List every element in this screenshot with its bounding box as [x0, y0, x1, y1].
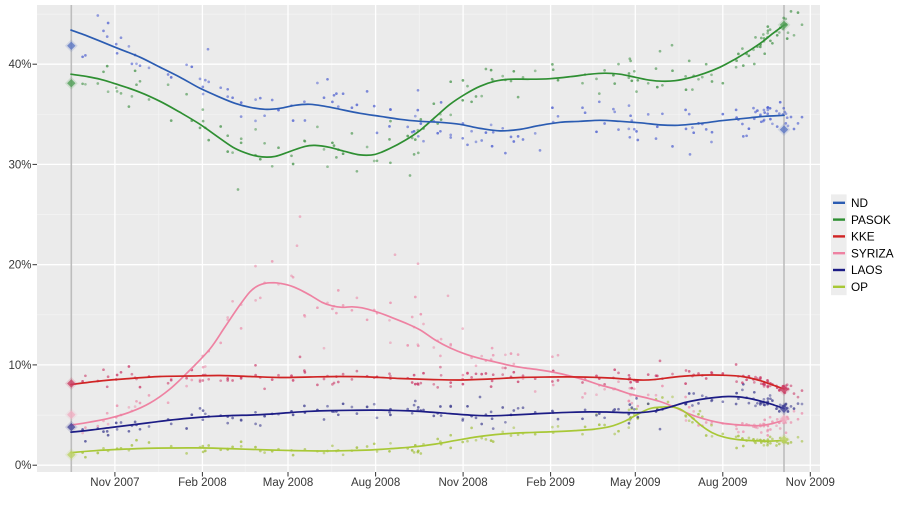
svg-text:PASOK: PASOK — [851, 213, 891, 227]
svg-text:ND: ND — [851, 196, 868, 210]
svg-text:OP: OP — [851, 280, 868, 294]
svg-text:Nov 2008: Nov 2008 — [438, 477, 487, 489]
svg-text:KKE: KKE — [851, 230, 875, 244]
svg-text:Aug 2008: Aug 2008 — [351, 477, 400, 489]
svg-text:Feb 2008: Feb 2008 — [178, 477, 227, 489]
svg-text:LAOS: LAOS — [851, 263, 883, 277]
svg-text:Nov 2007: Nov 2007 — [90, 477, 139, 489]
svg-text:Aug 2009: Aug 2009 — [698, 477, 747, 489]
svg-text:Feb 2009: Feb 2009 — [526, 477, 575, 489]
svg-text:May 2008: May 2008 — [263, 477, 314, 489]
svg-text:30%: 30% — [8, 159, 31, 171]
svg-text:10%: 10% — [8, 360, 31, 372]
svg-text:May 2009: May 2009 — [610, 477, 661, 489]
svg-text:SYRIZA: SYRIZA — [851, 246, 894, 260]
svg-text:Nov 2009: Nov 2009 — [786, 477, 835, 489]
svg-text:40%: 40% — [8, 59, 31, 71]
svg-text:20%: 20% — [8, 260, 31, 272]
svg-text:0%: 0% — [15, 460, 32, 472]
